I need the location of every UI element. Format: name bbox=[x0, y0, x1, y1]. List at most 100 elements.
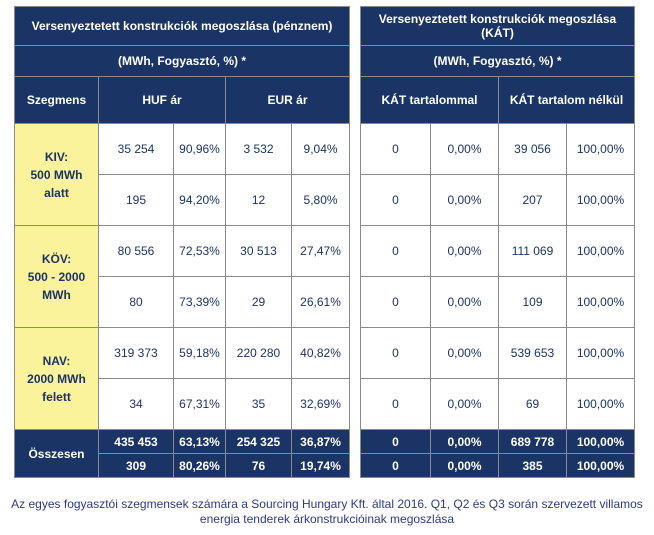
right-table-subtitle: (MWh, Fogyasztó, %) * bbox=[360, 45, 635, 77]
total-huf-value: 309 bbox=[98, 453, 174, 478]
no-kat-percent: 100,00% bbox=[566, 378, 635, 430]
huf-value: 35 254 bbox=[98, 123, 174, 175]
kat-value: 0 bbox=[360, 225, 431, 277]
eur-value: 3 532 bbox=[225, 123, 292, 175]
column-header-huf: HUF ár bbox=[98, 76, 226, 124]
figure-caption: Az egyes fogyasztói szegmensek számára a… bbox=[0, 497, 654, 527]
no-kat-percent: 100,00% bbox=[566, 225, 635, 277]
total-eur-percent: 19,74% bbox=[290, 453, 351, 478]
total-row: Összesen 435 453 63,13% 254 325 36,87% bbox=[14, 429, 351, 478]
table-row: 0 0,00% 69 100,00% bbox=[360, 378, 635, 430]
huf-value: 319 373 bbox=[98, 327, 174, 379]
kat-percent: 0,00% bbox=[430, 378, 499, 430]
currency-split-table: Versenyeztetett konstrukciók megoszlása … bbox=[13, 6, 351, 478]
huf-value: 80 bbox=[98, 276, 174, 328]
table-row: KIV: 500 MWh alatt 35 254 90,96% 3 532 9… bbox=[14, 123, 351, 226]
right-table-title: Versenyeztetett konstrukciók megoszlása … bbox=[360, 6, 635, 46]
kat-value: 0 bbox=[360, 327, 431, 379]
right-table-title-line1: Versenyeztetett konstrukciók megoszlása bbox=[378, 12, 617, 26]
segment-label: alatt bbox=[44, 185, 69, 200]
column-header-kat-with: KÁT tartalommal bbox=[360, 76, 499, 124]
total-row: 0 0,00% 689 778 100,00% bbox=[360, 429, 635, 454]
huf-percent: 59,18% bbox=[173, 327, 226, 379]
table-row: 195 94,20% 12 5,80% bbox=[15, 174, 351, 226]
no-kat-value: 111 069 bbox=[498, 225, 567, 277]
segment-label: KIV: bbox=[44, 149, 69, 164]
eur-percent: 27,47% bbox=[290, 225, 351, 277]
table-row: 0 0,00% 39 056 100,00% bbox=[360, 123, 635, 175]
caption-line: Az egyes fogyasztói szegmensek számára a… bbox=[11, 497, 643, 511]
total-huf-value: 435 453 bbox=[98, 429, 174, 454]
total-kat-percent: 0,00% bbox=[430, 429, 499, 454]
no-kat-percent: 100,00% bbox=[566, 276, 635, 328]
total-row: 0 0,00% 385 100,00% bbox=[360, 453, 635, 478]
table-row: 0 0,00% 111 069 100,00% bbox=[360, 225, 635, 277]
table-row: 80 73,39% 29 26,61% bbox=[15, 276, 351, 328]
no-kat-percent: 100,00% bbox=[566, 327, 635, 379]
no-kat-value: 39 056 bbox=[498, 123, 567, 175]
total-huf-percent: 63,13% bbox=[173, 429, 226, 454]
eur-percent: 32,69% bbox=[290, 378, 351, 430]
left-table-title: Versenyeztetett konstrukciók megoszlása … bbox=[13, 6, 351, 46]
kat-percent: 0,00% bbox=[430, 174, 499, 226]
kat-value: 0 bbox=[360, 123, 431, 175]
eur-value: 220 280 bbox=[225, 327, 292, 379]
segment-label: NAV: bbox=[42, 353, 71, 368]
eur-value: 12 bbox=[225, 174, 292, 226]
huf-value: 195 bbox=[98, 174, 174, 226]
segment-label: 500 MWh bbox=[30, 167, 83, 182]
huf-percent: 67,31% bbox=[173, 378, 226, 430]
kat-split-table: Versenyeztetett konstrukciók megoszlása … bbox=[360, 6, 635, 478]
eur-percent: 26,61% bbox=[290, 276, 351, 328]
eur-percent: 40,82% bbox=[290, 327, 351, 379]
no-kat-value: 207 bbox=[498, 174, 567, 226]
segment-label: 500 - 2000 bbox=[27, 269, 86, 284]
total-eur-value: 76 bbox=[225, 453, 292, 478]
huf-percent: 72,53% bbox=[173, 225, 226, 277]
segment-label: MWh bbox=[42, 287, 71, 302]
total-no-kat-percent: 100,00% bbox=[566, 429, 635, 454]
column-header-kat-without: KÁT tartalom nélkül bbox=[498, 76, 635, 124]
total-label: Összesen bbox=[14, 429, 99, 478]
total-eur-value: 254 325 bbox=[225, 429, 292, 454]
eur-value: 29 bbox=[225, 276, 292, 328]
total-kat-value: 0 bbox=[360, 453, 431, 478]
huf-percent: 94,20% bbox=[173, 174, 226, 226]
segment-kiv: KIV: 500 MWh alatt bbox=[14, 123, 99, 226]
total-no-kat-value: 689 778 bbox=[498, 429, 567, 454]
eur-value: 35 bbox=[225, 378, 292, 430]
column-header-eur: EUR ár bbox=[224, 76, 351, 124]
no-kat-percent: 100,00% bbox=[566, 123, 635, 175]
total-no-kat-value: 385 bbox=[498, 453, 567, 478]
no-kat-value: 69 bbox=[498, 378, 567, 430]
total-row: 309 80,26% 76 19,74% bbox=[15, 453, 351, 478]
table-row: 0 0,00% 207 100,00% bbox=[360, 174, 635, 226]
kat-percent: 0,00% bbox=[430, 327, 499, 379]
total-huf-percent: 80,26% bbox=[173, 453, 226, 478]
segment-label: 2000 MWh bbox=[27, 371, 86, 386]
segment-label: felett bbox=[42, 389, 71, 404]
table-row: 0 0,00% 109 100,00% bbox=[360, 276, 635, 328]
kat-percent: 0,00% bbox=[430, 276, 499, 328]
huf-percent: 73,39% bbox=[173, 276, 226, 328]
caption-line: energia tenderek árkonstrukcióinak megos… bbox=[199, 512, 455, 526]
left-table-subtitle: (MWh, Fogyasztó, %) * bbox=[13, 45, 351, 77]
kat-value: 0 bbox=[360, 276, 431, 328]
no-kat-value: 109 bbox=[498, 276, 567, 328]
no-kat-value: 539 653 bbox=[498, 327, 567, 379]
table-row: 34 67,31% 35 32,69% bbox=[15, 378, 351, 430]
huf-percent: 90,96% bbox=[173, 123, 226, 175]
eur-value: 30 513 bbox=[225, 225, 292, 277]
right-table-title-line2: (KÁT) bbox=[481, 26, 514, 40]
huf-value: 80 556 bbox=[98, 225, 174, 277]
total-kat-value: 0 bbox=[360, 429, 431, 454]
kat-value: 0 bbox=[360, 174, 431, 226]
column-header-segment: Szegmens bbox=[14, 76, 99, 124]
total-no-kat-percent: 100,00% bbox=[566, 453, 635, 478]
table-row: 0 0,00% 539 653 100,00% bbox=[360, 327, 635, 379]
table-row: KÖV: 500 - 2000 MWh 80 556 72,53% 30 513… bbox=[14, 225, 351, 328]
no-kat-percent: 100,00% bbox=[566, 174, 635, 226]
kat-percent: 0,00% bbox=[430, 225, 499, 277]
segment-nav: NAV: 2000 MWh felett bbox=[14, 327, 99, 430]
segment-kov: KÖV: 500 - 2000 MWh bbox=[14, 225, 99, 328]
